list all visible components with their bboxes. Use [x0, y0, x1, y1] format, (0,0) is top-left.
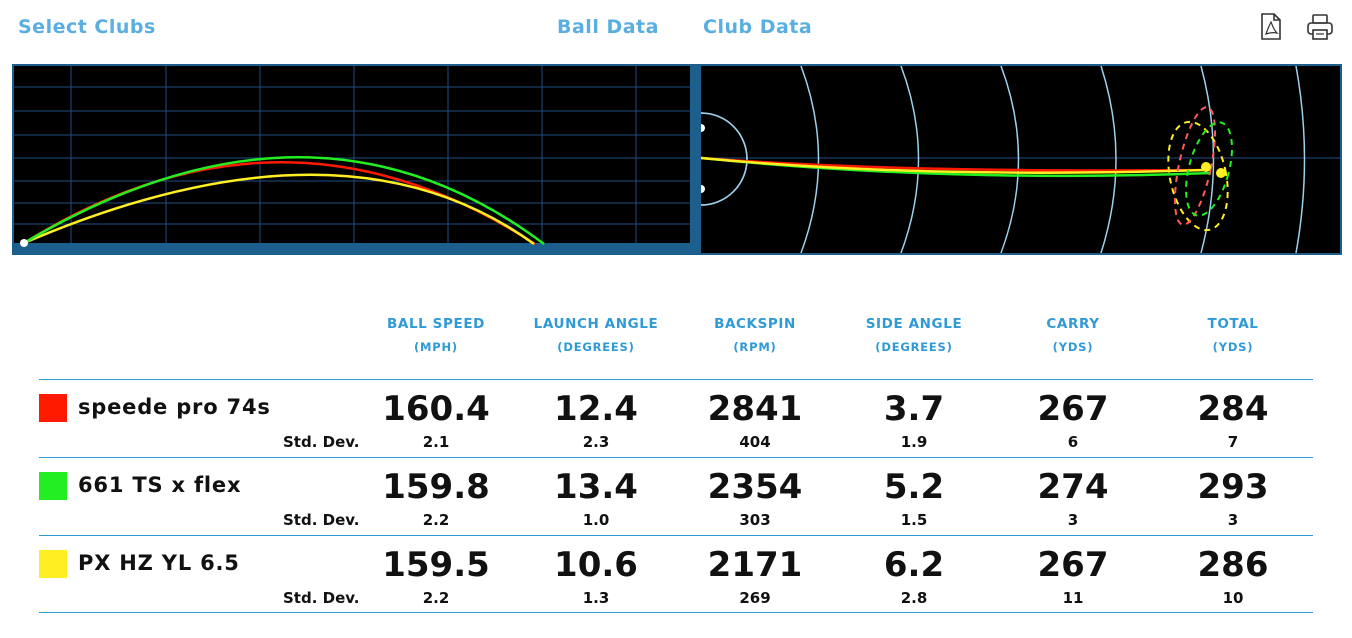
pdf-icon[interactable] [1257, 12, 1285, 42]
trajectory-line [23, 156, 545, 245]
row-divider [39, 612, 1313, 613]
header-backspin: BACKSPIN (RPM) [714, 316, 796, 354]
header-total: TOTAL (YDS) [1207, 316, 1259, 354]
launch-angle-std-dev: 1.0 [582, 511, 610, 529]
side-angle-value: 6.2 [883, 545, 945, 585]
backspin-std-dev: 404 [739, 433, 771, 451]
ball-speed-value: 159.5 [382, 545, 490, 585]
side-angle-value: 5.2 [883, 467, 945, 507]
ball-speed-value: 159.8 [382, 467, 490, 507]
ball-speed-std-dev: 2.2 [422, 589, 450, 607]
header-side-angle: SIDE ANGLE (DEGREES) [865, 316, 963, 354]
club-color-swatch [39, 472, 67, 500]
header-launch-angle: LAUNCH ANGLE (DEGREES) [533, 316, 659, 354]
backspin-value: 2354 [707, 467, 803, 507]
backspin-value: 2171 [707, 545, 803, 585]
club-name[interactable]: 661 TS x flex [78, 473, 242, 497]
top-view-dispersion-chart [701, 66, 1340, 253]
dispersion-ellipse [1185, 121, 1233, 217]
total-value: 293 [1197, 467, 1269, 507]
total-value: 286 [1197, 545, 1269, 585]
total-std-dev: 3 [1227, 511, 1239, 529]
std-dev-label: Std. Dev. [283, 433, 360, 451]
flight-path-line [701, 156, 1207, 174]
total-std-dev: 7 [1227, 433, 1239, 451]
chart-divider [690, 66, 701, 253]
launch-angle-value: 12.4 [554, 389, 638, 429]
select-clubs-link[interactable]: Select Clubs [18, 16, 156, 38]
total-std-dev: 10 [1222, 589, 1244, 607]
row-divider [39, 535, 1313, 536]
side-angle-std-dev: 1.5 [900, 511, 928, 529]
launch-angle-std-dev: 2.3 [582, 433, 610, 451]
ball-speed-std-dev: 2.2 [422, 511, 450, 529]
header-ball-speed: BALL SPEED (MPH) [387, 316, 485, 354]
club-name[interactable]: PX HZ YL 6.5 [78, 551, 240, 575]
shot-charts [12, 64, 1342, 255]
row-divider [39, 379, 1313, 380]
side-angle-value: 3.7 [883, 389, 945, 429]
side-angle-std-dev: 2.8 [900, 589, 928, 607]
ball-data-tab[interactable]: Ball Data [557, 16, 659, 38]
carry-value: 267 [1037, 545, 1109, 585]
std-dev-label: Std. Dev. [283, 589, 360, 607]
carry-value: 274 [1037, 467, 1109, 507]
carry-std-dev: 3 [1067, 511, 1079, 529]
side-angle-std-dev: 1.9 [900, 433, 928, 451]
club-color-swatch [39, 550, 67, 578]
launch-angle-value: 10.6 [554, 545, 638, 585]
launch-angle-value: 13.4 [554, 467, 638, 507]
carry-value: 267 [1037, 389, 1109, 429]
backspin-std-dev: 303 [739, 511, 771, 529]
header-carry: CARRY (YDS) [1046, 316, 1100, 354]
launch-angle-std-dev: 1.3 [582, 589, 610, 607]
dispersion-ellipse [1167, 120, 1229, 232]
carry-std-dev: 11 [1062, 589, 1084, 607]
club-name[interactable]: speede pro 74s [78, 395, 271, 419]
club-data-tab[interactable]: Club Data [703, 16, 813, 38]
backspin-value: 2841 [707, 389, 803, 429]
dispersion-ellipse [1173, 106, 1217, 226]
ball-speed-std-dev: 2.1 [422, 433, 450, 451]
carry-std-dev: 6 [1067, 433, 1079, 451]
club-color-swatch [39, 394, 67, 422]
print-icon[interactable] [1305, 12, 1333, 42]
ball-speed-value: 160.4 [382, 389, 490, 429]
total-value: 284 [1197, 389, 1269, 429]
trajectory-line [23, 173, 535, 246]
row-divider [39, 457, 1313, 458]
backspin-std-dev: 269 [739, 589, 771, 607]
side-view-trajectory-chart [14, 66, 690, 253]
std-dev-label: Std. Dev. [283, 511, 360, 529]
